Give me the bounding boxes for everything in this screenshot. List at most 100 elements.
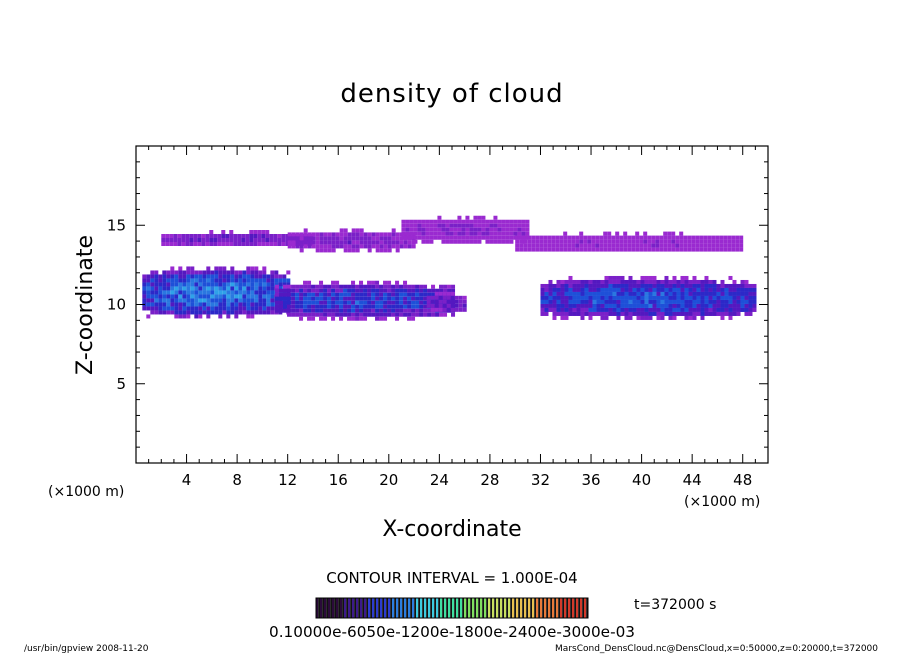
- density-cell: [375, 288, 380, 293]
- density-cell: [752, 291, 757, 296]
- density-cell: [379, 292, 384, 297]
- density-cell: [700, 279, 705, 284]
- density-cell: [409, 231, 414, 236]
- colorbar: [316, 598, 588, 618]
- x-tick-label: 44: [683, 471, 702, 489]
- density-cell: [295, 288, 300, 293]
- density-cell: [266, 274, 271, 279]
- density-cell: [347, 248, 352, 253]
- density-cell: [667, 235, 672, 240]
- density-cell: [315, 308, 320, 313]
- density-cell: [744, 279, 749, 284]
- density-cell: [254, 282, 259, 287]
- density-cell: [572, 299, 577, 304]
- density-cell: [454, 299, 459, 304]
- density-cell: [287, 244, 292, 249]
- density-cell: [287, 288, 292, 293]
- density-cell: [667, 247, 672, 252]
- density-cell: [740, 279, 745, 284]
- density-cell: [497, 219, 502, 224]
- density-cell: [246, 290, 251, 295]
- density-cell: [704, 275, 709, 280]
- density-cell: [477, 227, 482, 232]
- density-cell: [262, 274, 267, 279]
- density-cell: [461, 235, 466, 240]
- density-cell: [451, 312, 456, 317]
- density-cell: [563, 235, 568, 240]
- density-cell: [580, 283, 585, 288]
- density-cell: [269, 238, 274, 243]
- density-cell: [684, 307, 689, 312]
- density-cell: [568, 275, 573, 280]
- density-cell: [728, 315, 733, 320]
- colorbar-swatch: [316, 598, 319, 618]
- density-cell: [154, 282, 159, 287]
- colorbar-swatch: [520, 598, 523, 618]
- density-cell: [535, 243, 540, 248]
- density-cell: [343, 248, 348, 253]
- density-cell: [178, 306, 183, 311]
- density-cell: [299, 300, 304, 305]
- density-cell: [363, 308, 368, 313]
- density-cell: [154, 302, 159, 307]
- density-cell: [335, 304, 340, 309]
- density-cell: [672, 311, 677, 316]
- density-cell: [568, 303, 573, 308]
- density-cell: [379, 300, 384, 305]
- density-cell: [556, 291, 561, 296]
- density-cell: [142, 274, 147, 279]
- density-cell: [230, 274, 235, 279]
- density-cell: [383, 248, 388, 253]
- density-cell: [277, 238, 282, 243]
- density-cell: [623, 235, 628, 240]
- density-cell: [596, 299, 601, 304]
- density-cell: [351, 288, 356, 293]
- density-cell: [616, 295, 621, 300]
- density-cell: [407, 288, 412, 293]
- density-cell: [327, 244, 332, 249]
- density-cell: [572, 311, 577, 316]
- density-cell: [655, 247, 660, 252]
- density-cell: [648, 295, 653, 300]
- density-cell: [182, 314, 187, 319]
- density-cell: [639, 247, 644, 252]
- density-cell: [253, 234, 258, 239]
- density-cell: [395, 300, 400, 305]
- density-cell: [363, 284, 368, 289]
- density-cell: [434, 303, 439, 308]
- density-cell: [415, 284, 420, 289]
- density-cell: [210, 310, 215, 315]
- density-cell: [383, 236, 388, 241]
- density-cell: [250, 278, 255, 283]
- colorbar-swatch: [328, 598, 331, 618]
- density-cell: [351, 312, 356, 317]
- density-cell: [343, 292, 348, 297]
- density-cell: [214, 286, 219, 291]
- density-cell: [719, 239, 724, 244]
- density-cell: [383, 296, 388, 301]
- density-cell: [615, 247, 620, 252]
- density-cell: [473, 227, 478, 232]
- density-cell: [295, 300, 300, 305]
- x-tick-label: 20: [379, 471, 398, 489]
- density-cell: [660, 295, 665, 300]
- density-cell: [595, 235, 600, 240]
- density-cell: [595, 243, 600, 248]
- density-cell: [547, 235, 552, 240]
- density-cell: [446, 291, 451, 296]
- density-cell: [748, 311, 753, 316]
- density-cell: [295, 308, 300, 313]
- density-cell: [568, 279, 573, 284]
- density-cell: [291, 312, 296, 317]
- density-cell: [409, 235, 414, 240]
- density-cell: [218, 286, 223, 291]
- density-cell: [210, 298, 215, 303]
- density-cell: [222, 274, 227, 279]
- density-cell: [547, 239, 552, 244]
- density-cell: [291, 304, 296, 309]
- density-cell: [580, 315, 585, 320]
- density-cell: [225, 234, 230, 239]
- density-cell: [222, 290, 227, 295]
- density-cell: [731, 247, 736, 252]
- density-cell: [547, 243, 552, 248]
